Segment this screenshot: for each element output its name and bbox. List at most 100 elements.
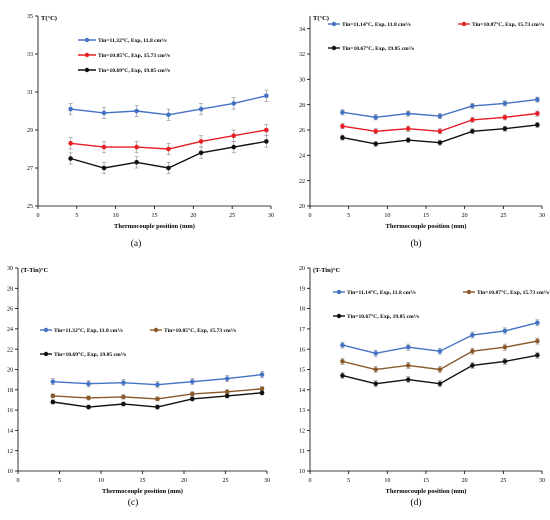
legend-swatch-marker — [84, 37, 90, 43]
y-tick-label: 32 — [299, 52, 305, 58]
y-tick-label: 28 — [299, 103, 305, 109]
legend-swatch-marker — [84, 52, 90, 58]
y-tick-label: 29 — [27, 128, 33, 134]
data-point — [101, 110, 107, 116]
series-1 — [340, 319, 540, 357]
y-tick-label: 20 — [299, 266, 305, 272]
x-tick-label: 0 — [309, 213, 312, 219]
data-point — [68, 106, 73, 112]
x-axis-label: Thermocouple position (mm) — [102, 488, 183, 495]
legend-label: Tin=10.67°C, Exp, 19.85 cm³/s — [342, 45, 415, 52]
x-tick-label: 20 — [181, 478, 187, 484]
data-point — [121, 394, 126, 400]
data-point — [259, 386, 265, 392]
data-point — [340, 342, 345, 348]
data-point — [373, 367, 379, 372]
series-1 — [68, 89, 269, 121]
legend-label: Tin=10.85°C, Exp, 15.73 cm³/s — [98, 52, 171, 59]
series-line — [342, 340, 538, 371]
data-point — [502, 101, 508, 106]
legend: Tin=11.32°C, Exp, 11.8 cm³/s Tin=10.85°C,… — [78, 37, 171, 74]
y-tick-label: 34 — [299, 27, 305, 33]
y-tick-label: 16 — [299, 347, 305, 353]
y-tick-label: 22 — [7, 347, 13, 353]
x-tick-label: 15 — [423, 213, 429, 219]
data-point — [264, 127, 269, 133]
y-tick-label: 12 — [299, 429, 305, 435]
data-point — [437, 381, 443, 387]
legend-label: Tin=10.87°C, Exp, 15.73 cm³/s — [477, 289, 550, 296]
x-tick-label: 25 — [229, 213, 235, 219]
panel-caption: (b) — [410, 238, 421, 249]
data-point — [502, 115, 508, 120]
chart-panel-4: 0 5 10 15 20 25 30 10 11 12 13 14 15 16 17 18 19 20 (T-Tin… — [299, 266, 550, 508]
data-point — [86, 395, 91, 401]
data-point — [437, 367, 443, 372]
legend-swatch-marker — [461, 21, 467, 27]
data-point — [437, 140, 443, 145]
data-point — [405, 377, 411, 382]
legend: Tin=11.14°C, Exp, 11.8 cm³/s Tin=10.87°C,… — [333, 289, 550, 320]
legend-label: Tin=11.32°C, Exp, 11.8 cm³/s — [98, 37, 168, 44]
data-point — [166, 146, 171, 152]
y-tick-label: 14 — [299, 388, 305, 394]
series-3 — [68, 135, 269, 175]
legend: Tin=11.14°C, Exp, 11.8 cm³/s Tin=10.87°C,… — [328, 21, 545, 52]
data-point — [535, 111, 540, 116]
data-point — [224, 393, 230, 399]
legend-label: Tin=10.67°C, Exp, 19.85 cm³/s — [347, 313, 420, 320]
x-tick-label: 10 — [98, 478, 104, 484]
data-point — [470, 103, 475, 109]
legend-label: Tin=10.69°C, Exp, 19.85 cm³/s — [98, 67, 171, 74]
y-tick-label: 19 — [299, 286, 305, 292]
data-point — [231, 144, 237, 150]
data-point — [373, 128, 379, 134]
data-point — [190, 396, 195, 402]
series-2 — [68, 123, 269, 156]
legend-label: Tin=11.14°C, Exp, 11.8 cm³/s — [342, 21, 412, 28]
data-point — [224, 389, 230, 395]
y-tick-label: 18 — [299, 307, 305, 313]
data-point — [86, 404, 91, 410]
series-2 — [50, 386, 265, 402]
legend-swatch-marker — [153, 327, 159, 333]
series-1 — [50, 371, 265, 389]
data-point — [166, 112, 171, 118]
series-3 — [340, 351, 540, 388]
x-tick-label: 30 — [268, 213, 274, 219]
data-point — [101, 144, 107, 150]
y-axis-label: T(°C) — [41, 15, 57, 22]
legend-swatch-marker — [331, 21, 337, 27]
data-point — [502, 126, 508, 132]
data-point — [155, 396, 160, 402]
data-point — [50, 399, 56, 405]
data-point — [155, 404, 160, 410]
x-tick-label: 25 — [223, 478, 229, 484]
data-point — [198, 150, 204, 156]
data-point — [50, 393, 56, 399]
x-axis-label: Thermocouple position (mm) — [114, 223, 195, 230]
data-point — [231, 133, 237, 138]
y-tick-label: 33 — [27, 52, 33, 58]
y-tick-label: 24 — [299, 153, 305, 159]
data-point — [437, 113, 443, 119]
data-point — [190, 379, 195, 384]
data-point — [470, 363, 475, 368]
chart-panel-2: 0 5 10 15 20 25 30 20 22 24 26 28 30 32 34 T(°C) Thermoc… — [299, 15, 545, 249]
x-tick-label: 20 — [190, 213, 196, 219]
x-tick-label: 10 — [113, 213, 119, 219]
x-tick-label: 30 — [539, 478, 545, 484]
data-point — [68, 156, 73, 161]
data-point — [373, 141, 379, 147]
legend-label: Tin=10.69°C, Exp, 19.85 cm³/s — [54, 351, 127, 358]
data-point — [437, 128, 443, 134]
data-point — [340, 373, 345, 378]
data-point — [231, 101, 237, 106]
y-tick-label: 16 — [7, 408, 13, 414]
y-tick-label: 10 — [299, 469, 305, 475]
legend-swatch-marker — [466, 289, 472, 295]
y-tick-label: 11 — [299, 449, 305, 455]
data-point — [259, 372, 265, 377]
data-point — [470, 128, 475, 134]
data-point — [264, 93, 269, 99]
